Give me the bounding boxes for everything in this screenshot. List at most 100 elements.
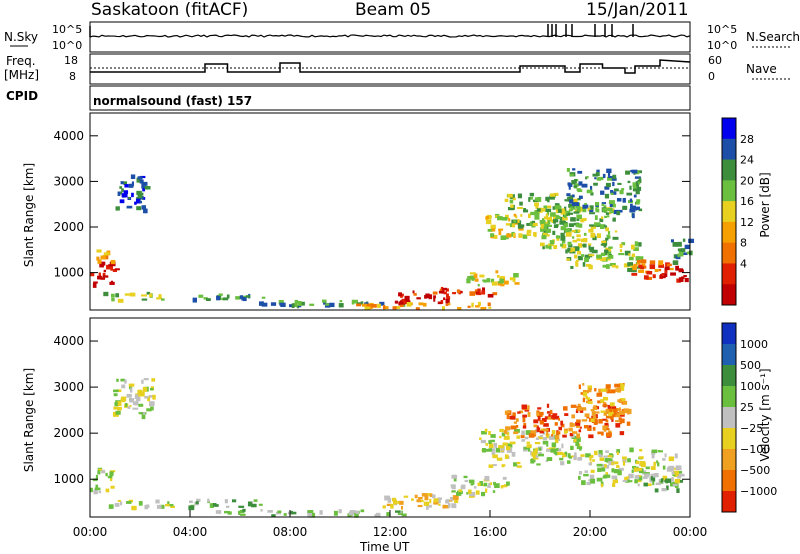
velocity-cell xyxy=(605,465,610,469)
velocity-cell xyxy=(114,502,120,507)
velocity-cell xyxy=(603,474,609,477)
power-cell xyxy=(571,180,576,185)
velocity-cell xyxy=(602,425,609,431)
power-cell xyxy=(553,219,559,223)
power-cell xyxy=(618,209,623,213)
velocity-cell xyxy=(124,379,127,384)
power-cell xyxy=(534,202,539,207)
velocity-cell xyxy=(536,410,540,414)
velocity-cell xyxy=(117,407,122,411)
velocity-cell xyxy=(466,492,469,495)
power-cell xyxy=(609,203,615,208)
power-cell xyxy=(563,223,568,228)
power-cell xyxy=(418,302,424,306)
power-cell xyxy=(612,174,617,179)
power-cell xyxy=(631,253,636,258)
power-cell xyxy=(100,255,106,260)
velocity-cell xyxy=(637,483,640,487)
power-cell xyxy=(607,176,613,181)
power-cell xyxy=(96,249,102,253)
velocity-cell xyxy=(488,440,492,444)
power-cell xyxy=(383,306,389,310)
power-cell xyxy=(392,306,397,310)
power-cell xyxy=(646,276,652,280)
power-cell xyxy=(364,306,371,311)
velocity-cell xyxy=(578,475,581,480)
power-cell xyxy=(542,208,546,212)
velocity-cell xyxy=(469,491,476,497)
velocity-cell xyxy=(271,514,276,517)
power-cell xyxy=(440,299,444,304)
velocity-cell xyxy=(536,414,543,418)
velocity-cell xyxy=(502,476,507,480)
velocity-cell xyxy=(231,499,237,503)
power-cell xyxy=(675,265,680,271)
velocity-cell xyxy=(148,401,155,407)
power-cell xyxy=(413,292,417,296)
power-cell xyxy=(517,219,520,223)
velocity-cell xyxy=(612,408,618,413)
power-cell xyxy=(110,259,116,265)
velocity-cell xyxy=(437,497,443,500)
velocity-cell xyxy=(113,406,119,410)
velocity-cell xyxy=(143,378,149,381)
power-cell xyxy=(547,224,552,227)
velocity-cell xyxy=(509,415,513,420)
velocity-cell xyxy=(552,413,558,416)
power-cell xyxy=(399,301,405,304)
power-cell xyxy=(569,195,574,198)
velocity-cell xyxy=(606,427,610,431)
velocity-cell xyxy=(596,477,603,482)
velocity-cell xyxy=(580,454,585,457)
power-cell xyxy=(369,306,373,310)
velocity-cell xyxy=(605,472,609,475)
power-colorbar-label: Power [dB] xyxy=(758,172,772,238)
velocity-cell xyxy=(195,501,199,505)
velocity-cell xyxy=(576,433,581,439)
velocity-cell xyxy=(155,499,160,504)
power-cell xyxy=(626,192,633,196)
velocity-cell xyxy=(504,454,509,460)
velocity-cell xyxy=(619,386,625,391)
power-cell xyxy=(543,216,548,220)
power-cell xyxy=(325,303,330,306)
power-cell xyxy=(605,237,609,241)
power-cell xyxy=(242,297,247,302)
velocity-cell xyxy=(534,441,541,445)
power-cell xyxy=(550,212,556,217)
power-cell xyxy=(482,287,486,291)
velocity-cell xyxy=(535,428,538,434)
power-cell xyxy=(96,256,99,261)
velocity-cell xyxy=(557,448,562,452)
power-cell xyxy=(235,296,241,300)
power-cell xyxy=(192,297,198,303)
power-cell xyxy=(545,228,552,233)
velocity-cell xyxy=(151,378,156,382)
velocity-cell xyxy=(152,394,156,400)
velocity-cell xyxy=(598,388,603,393)
velocity-cell xyxy=(642,476,648,479)
power-cell xyxy=(205,298,211,302)
velocity-cell xyxy=(445,499,450,504)
power-cell xyxy=(528,196,533,200)
power-cell xyxy=(555,235,560,239)
velocity-colorbar-swatch xyxy=(722,344,736,366)
velocity-cell xyxy=(499,428,504,432)
velocity-cell xyxy=(170,505,175,509)
power-cell xyxy=(560,243,564,247)
power-cell xyxy=(143,208,148,214)
power-cell xyxy=(575,259,579,263)
power-cell xyxy=(577,255,583,261)
velocity-cell xyxy=(147,396,151,402)
velocity-cell xyxy=(105,488,110,493)
velocity-cell xyxy=(117,499,121,502)
velocity-cell xyxy=(592,459,595,462)
power-cell xyxy=(471,302,474,308)
power-cell xyxy=(631,169,638,174)
power-cell xyxy=(637,181,641,185)
velocity-cell xyxy=(578,471,583,475)
velocity-cell xyxy=(141,379,144,384)
velocity-cell xyxy=(526,441,531,444)
velocity-cell xyxy=(196,498,201,502)
velocity-cell xyxy=(423,501,430,506)
